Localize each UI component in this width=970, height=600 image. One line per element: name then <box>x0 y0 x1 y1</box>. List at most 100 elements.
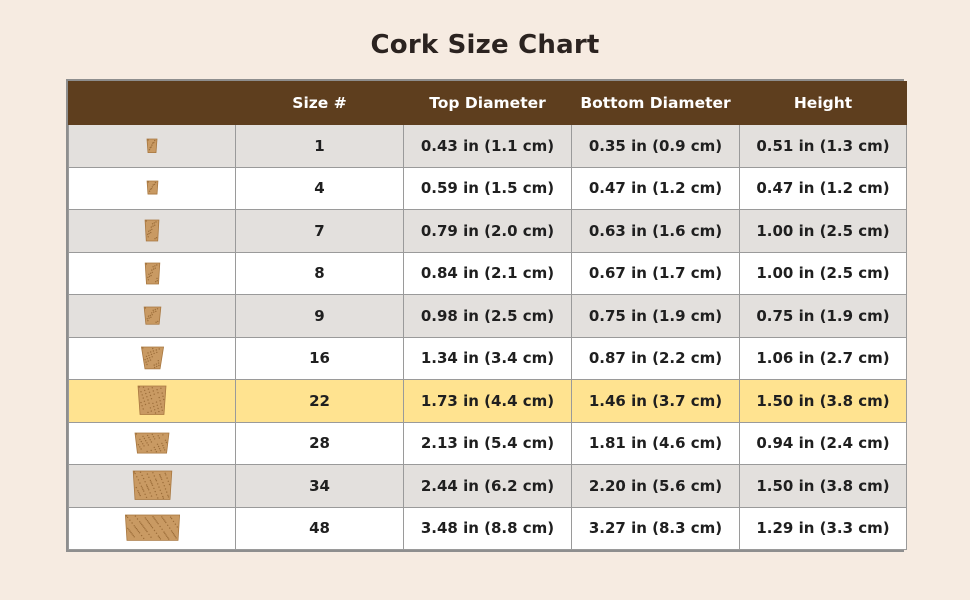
cork-texture-dot <box>146 487 149 490</box>
height-cell: 1.00 in (2.5 cm) <box>739 251 907 295</box>
bottom-diameter-cell: 0.75 in (1.9 cm) <box>571 294 740 338</box>
cork-icon <box>144 262 160 285</box>
height-cell: 1.29 in (3.3 cm) <box>739 506 907 550</box>
cork-texture-dot <box>140 485 142 488</box>
cork-texture-dot <box>159 475 161 478</box>
cork-texture-dot <box>155 221 157 223</box>
cork-texture-dot <box>136 518 138 520</box>
cork-texture-dot <box>151 265 154 268</box>
cork-texture-dot <box>142 408 144 410</box>
cork-texture-dot <box>141 394 143 396</box>
cork-texture-dot <box>156 279 158 282</box>
cork-shape <box>140 346 164 370</box>
cork-texture-dot <box>149 314 151 316</box>
header-image <box>68 81 236 125</box>
cork-texture-dot <box>143 528 146 530</box>
cork-texture-dot <box>164 472 166 475</box>
cork-texture-dot <box>152 309 154 311</box>
top-diameter-cell: 1.73 in (4.4 cm) <box>403 379 572 423</box>
cork-texture-dot <box>163 399 165 401</box>
cork-texture-dot <box>147 317 150 319</box>
cork-texture-dot <box>151 387 153 389</box>
cork-texture-dot <box>159 400 161 402</box>
cork-texture-dot <box>164 488 166 490</box>
cork-texture-dot <box>137 479 139 481</box>
cork-texture-dot <box>152 487 155 490</box>
cork-texture-dot <box>150 311 152 314</box>
bottom-diameter-cell: 0.47 in (1.2 cm) <box>571 166 740 210</box>
cork-texture-dot <box>166 537 168 539</box>
cork-texture-dot <box>126 527 128 530</box>
cork-texture-dot <box>132 534 134 537</box>
cork-size-table: Size # Top Diameter Bottom Diameter Heig… <box>66 79 907 552</box>
cork-texture-dot <box>157 360 159 362</box>
bottom-diameter-cell: 2.20 in (5.6 cm) <box>571 464 740 508</box>
cork-texture-dot <box>162 395 164 398</box>
cork-texture-dot <box>145 220 147 222</box>
cork-texture-dot <box>130 522 133 524</box>
cork-texture-dot <box>157 486 160 489</box>
cork-texture-dot <box>163 533 166 535</box>
cork-texture-dot <box>140 524 142 526</box>
cork-texture-dot <box>141 489 144 491</box>
cork-texture-dot <box>153 406 155 408</box>
cork-texture-dot <box>150 398 153 400</box>
cork-texture-dot <box>139 471 141 474</box>
cork-texture-dot <box>147 476 150 479</box>
cork-texture-dot <box>153 519 156 521</box>
cork-texture-dot <box>154 321 157 323</box>
table-row: 8 0.84 in (2.1 cm) 0.67 in (1.7 cm) 1.00 in… <box>68 251 907 295</box>
cork-texture-dot <box>147 234 149 236</box>
cork-texture-dot <box>155 277 158 279</box>
cork-texture-dot <box>174 537 177 539</box>
cork-texture-dot <box>146 319 149 322</box>
cork-texture-dot <box>158 397 160 399</box>
cork-texture-dot <box>148 436 150 439</box>
top-diameter-cell: 0.98 in (2.5 cm) <box>403 294 572 338</box>
cork-shape <box>134 432 170 454</box>
cork-texture-dot <box>163 446 165 449</box>
size-cell: 7 <box>235 209 404 253</box>
cork-texture-dot <box>149 229 151 232</box>
bottom-diameter-cell: 0.87 in (2.2 cm) <box>571 336 740 380</box>
cork-texture-dot <box>142 478 144 480</box>
table-row: 4 0.59 in (1.5 cm) 0.47 in (1.2 cm) 0.47 in… <box>68 166 907 210</box>
cork-texture-dot <box>152 184 154 186</box>
cork-texture-dot <box>158 447 161 450</box>
cork-texture-dot <box>145 484 147 486</box>
cork-texture-dot <box>154 280 156 283</box>
top-diameter-cell: 3.48 in (8.8 cm) <box>403 506 572 550</box>
size-cell: 1 <box>235 124 404 168</box>
cork-texture-dot <box>148 492 151 494</box>
height-cell: 1.06 in (2.7 cm) <box>739 336 907 380</box>
cork-texture-dot <box>135 487 137 489</box>
cork-texture-dot <box>162 531 165 534</box>
cork-texture-dot <box>155 401 158 404</box>
cork-texture-dot <box>163 485 165 487</box>
cork-texture-dot <box>156 320 158 322</box>
cork-texture-dot <box>160 406 163 409</box>
cork-texture-dot <box>137 530 139 533</box>
bottom-diameter-cell: 1.46 in (3.7 cm) <box>571 379 740 423</box>
cork-texture-dot <box>161 392 163 395</box>
cork-texture-dot <box>133 525 135 527</box>
cork-image-cell <box>68 251 236 295</box>
cork-texture-dot <box>140 474 143 477</box>
cork-icon <box>140 346 164 370</box>
cork-texture-dot <box>165 535 167 538</box>
cork-texture-dot <box>156 443 159 445</box>
cork-texture-dot <box>154 520 157 522</box>
cork-texture-dot <box>149 359 151 362</box>
cork-texture-dot <box>133 471 135 473</box>
cork-texture-dot <box>158 537 160 539</box>
cork-texture-dot <box>155 351 157 354</box>
cork-texture-dot <box>166 494 169 497</box>
cork-texture-dot <box>151 472 154 474</box>
cork-texture-dot <box>151 348 153 350</box>
size-cell: 8 <box>235 251 404 295</box>
header-size: Size # <box>235 81 404 125</box>
cork-texture-dot <box>156 523 159 525</box>
cork-texture-dot <box>154 412 157 414</box>
cork-texture-dot <box>164 474 166 476</box>
cork-texture-dot <box>135 476 137 478</box>
